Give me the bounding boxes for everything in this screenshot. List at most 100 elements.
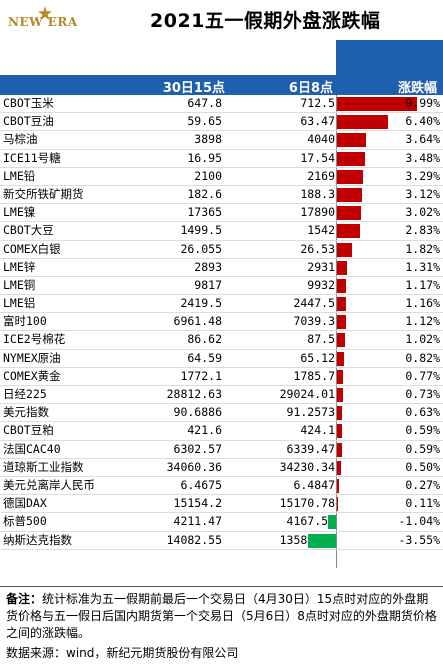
row-value-30th: 647.8 [187, 96, 222, 110]
row-value-6th: 15170.78 [279, 496, 335, 511]
row-value-30th: 6961.48 [173, 314, 222, 329]
row-change-label: 2.83% [405, 223, 440, 238]
row-change-label: 0.63% [405, 405, 440, 420]
table-row: 美元指数 90.6886 91.2573 0.63% [0, 404, 443, 423]
row-name: ICE11号糖 [3, 150, 61, 165]
row-value-30th: 6302.57 [173, 441, 222, 456]
row-name: 新交所铁矿期货 [3, 186, 84, 201]
table-row: LME铜 9817 9932 1.17% [0, 277, 443, 296]
table-row: CBOT豆油 59.65 63.47 6.40% [0, 113, 443, 132]
row-name: 富时100 [3, 314, 47, 329]
row-value-6th: 188.3 [300, 186, 335, 201]
logo-star-icon [38, 6, 52, 20]
row-name: CBOT大豆 [3, 223, 54, 238]
footnote-text: 统计标准为五一假期前最后一个交易日（4月30日）15点时对应的外盘期货价格与五一… [6, 592, 437, 640]
row-value-30th: 2893 [194, 259, 222, 274]
row-value-30th: 3898 [194, 132, 222, 147]
row-change-label: 3.12% [405, 186, 440, 201]
change-bar [337, 369, 344, 384]
table-row: CBOT玉米 647.8 712.5 9.99% [0, 95, 443, 114]
row-change-label: 3.48% [405, 150, 440, 165]
row-value-6th: 26.53 [300, 241, 335, 256]
row-value-30th: 4211.47 [173, 514, 222, 529]
header-col-change: 涨跌幅 [397, 81, 437, 96]
row-change-label: 0.11% [405, 496, 440, 511]
row-value-6th: 6.4847 [293, 477, 335, 492]
table-row: 德国DAX 15154.2 15170.78 0.11% [0, 495, 443, 514]
row-value-30th: 86.62 [187, 332, 222, 347]
row-value-6th: 4040 [307, 132, 335, 147]
row-value-30th: 1499.5 [180, 223, 222, 238]
row-change-label: 1.02% [405, 332, 440, 347]
row-name: LME锌 [3, 259, 36, 274]
change-bar [337, 351, 344, 366]
row-value-30th: 6.4675 [180, 477, 222, 492]
row-change-label: 0.77% [405, 368, 440, 383]
change-bar [337, 424, 342, 439]
logo-text: NEW ERA [8, 15, 78, 29]
row-value-30th: 34060.36 [166, 459, 222, 474]
row-name: LME铜 [3, 277, 36, 292]
row-change-label: 3.29% [405, 168, 440, 183]
header-col-30th: 30日15点 [162, 81, 225, 96]
row-value-6th: 17890 [300, 205, 335, 220]
row-value-30th: 2419.5 [180, 296, 222, 311]
table-row: NYMEX原油 64.59 65.12 0.82% [0, 350, 443, 368]
row-change-label: 9.99% [405, 96, 440, 110]
row-value-6th: 91.2573 [286, 405, 335, 420]
table-row: LME铅 2100 2169 3.29% [0, 168, 443, 186]
change-bar [307, 533, 336, 548]
header-col-6th: 6日8点 [288, 81, 333, 96]
row-value-6th: 9932 [307, 277, 335, 292]
row-name: 德国DAX [3, 496, 47, 511]
row-value-6th: 2447.5 [293, 296, 335, 311]
row-name: 纳斯达克指数 [3, 532, 72, 547]
change-bar [337, 497, 338, 512]
row-change-label: 0.27% [405, 477, 440, 492]
table-row: 法国CAC40 6302.57 6339.47 0.59% [0, 441, 443, 459]
row-name: NYMEX原油 [3, 350, 61, 365]
row-value-30th: 59.65 [187, 114, 222, 129]
row-name: 日经225 [3, 387, 47, 401]
row-value-6th: 424.1 [300, 423, 335, 438]
page-title: 2021五一假期外盘涨跌幅 [150, 10, 381, 32]
row-value-30th: 28812.63 [166, 387, 222, 401]
row-name: 马棕油 [3, 132, 38, 147]
row-name: 美元指数 [3, 405, 49, 420]
data-table: CBOT玉米 647.8 712.5 9.99% CBOT豆油 59.65 63.47 6.4… [0, 95, 443, 550]
change-bar [337, 297, 347, 312]
row-name: CBOT豆粕 [3, 423, 54, 438]
change-bar [337, 133, 367, 148]
table-row: CBOT大豆 1499.5 1542 2.83% [0, 222, 443, 241]
row-value-6th: 6339.47 [286, 441, 335, 456]
row-value-30th: 14082.55 [166, 532, 222, 547]
row-value-6th: 1542 [307, 223, 335, 238]
row-value-6th: 1785.7 [293, 368, 335, 383]
table-row: 标普500 4211.47 4167.59 -1.04% [0, 513, 443, 532]
change-bar [337, 442, 342, 457]
table-row: LME镍 17365 17890 3.02% [0, 204, 443, 223]
row-value-30th: 421.6 [187, 423, 222, 438]
change-bar [327, 515, 336, 530]
row-change-label: 1.16% [405, 296, 440, 311]
row-change-label: 1.12% [405, 314, 440, 329]
row-change-label: 0.59% [405, 441, 440, 456]
row-name: 标普500 [3, 514, 47, 529]
table-row: 马棕油 3898 4040 3.64% [0, 131, 443, 150]
row-name: LME铅 [3, 168, 36, 183]
change-bar [337, 315, 346, 330]
change-bar [337, 242, 352, 257]
row-change-label: -3.55% [398, 532, 440, 547]
row-value-6th: 712.5 [300, 96, 335, 110]
table-row: LME锌 2893 2931 1.31% [0, 259, 443, 277]
change-bar [337, 151, 365, 166]
bar-axis-divider [336, 95, 337, 568]
table-row: CBOT豆粕 421.6 424.1 0.59% [0, 422, 443, 441]
row-value-6th: 29024.01 [279, 387, 335, 401]
row-value-6th: 63.47 [300, 114, 335, 129]
row-value-6th: 4167.59 [286, 514, 335, 529]
company-logo: NEW ERA [8, 6, 78, 40]
row-name: COMEX黄金 [3, 368, 61, 383]
change-bar [337, 333, 346, 348]
